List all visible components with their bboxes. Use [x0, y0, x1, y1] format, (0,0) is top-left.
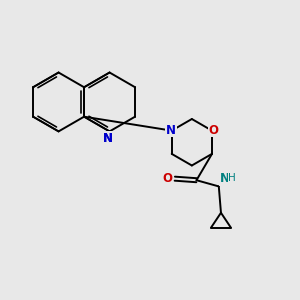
Text: N: N: [103, 132, 113, 145]
Text: N: N: [220, 172, 230, 185]
Text: H: H: [228, 173, 236, 183]
Text: N: N: [166, 124, 176, 136]
Text: O: O: [208, 124, 218, 136]
Text: O: O: [162, 172, 172, 185]
Text: N: N: [103, 132, 113, 145]
